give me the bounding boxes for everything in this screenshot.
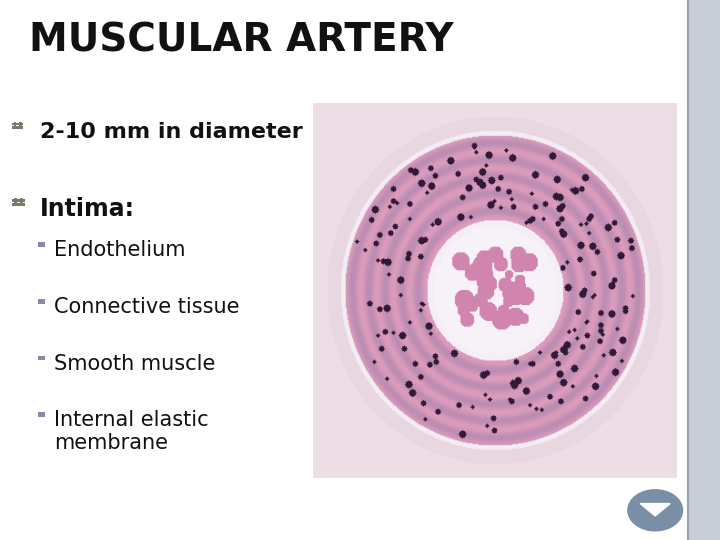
Bar <box>19 122 22 129</box>
Bar <box>38 413 45 417</box>
Bar <box>14 122 17 129</box>
Text: Internal elastic
membrane: Internal elastic membrane <box>54 410 209 453</box>
Text: MUSCULAR ARTERY: MUSCULAR ARTERY <box>29 22 454 59</box>
Bar <box>38 299 45 303</box>
Bar <box>12 123 24 125</box>
Bar <box>688 0 720 540</box>
Text: Smooth muscle: Smooth muscle <box>54 354 215 374</box>
Bar <box>14 198 17 206</box>
Bar <box>12 126 24 129</box>
Bar <box>20 198 23 206</box>
Circle shape <box>628 490 683 531</box>
Bar <box>12 199 25 202</box>
Bar <box>38 355 45 361</box>
Text: Endothelium: Endothelium <box>54 240 186 260</box>
Bar <box>38 242 45 247</box>
Text: Intima:: Intima: <box>40 197 135 221</box>
Text: 2-10 mm in diameter: 2-10 mm in diameter <box>40 122 302 141</box>
Text: Connective tissue: Connective tissue <box>54 297 240 317</box>
Bar <box>12 203 25 206</box>
Polygon shape <box>640 503 670 516</box>
